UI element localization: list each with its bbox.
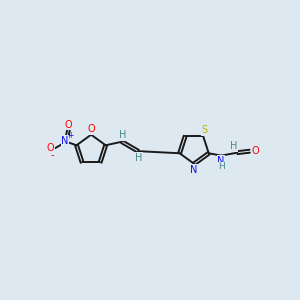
Text: H: H [135,153,142,163]
Text: H: H [230,141,237,151]
Text: -: - [51,150,54,160]
Text: O: O [65,120,72,130]
Text: O: O [87,124,95,134]
Text: N: N [190,165,198,175]
Text: H: H [119,130,126,140]
Text: N: N [61,136,68,146]
Text: N: N [218,156,225,166]
Text: O: O [251,146,259,156]
Text: H: H [218,162,224,171]
Text: +: + [67,131,73,140]
Text: O: O [46,143,54,153]
Text: S: S [201,125,207,135]
